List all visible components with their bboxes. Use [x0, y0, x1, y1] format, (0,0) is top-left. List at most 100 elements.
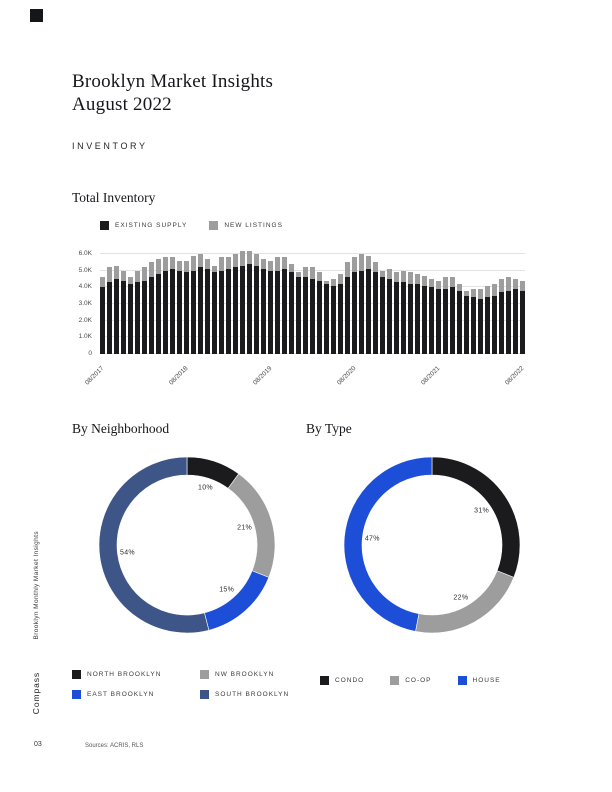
bar-segment-new-listings — [471, 289, 476, 298]
stacked-bar — [471, 289, 476, 354]
bar-segment-existing-supply — [492, 295, 497, 354]
legend-label: SOUTH BROOKLYN — [215, 691, 290, 698]
bar-segment-existing-supply — [191, 270, 196, 354]
neighborhood-legend: NORTH BROOKLYN NW BROOKLYN EAST BROOKLYN SO… — [72, 670, 350, 699]
legend-label: EXISTING SUPPLY — [115, 222, 188, 229]
stacked-bar — [422, 275, 427, 354]
bar-segment-new-listings — [156, 259, 161, 274]
gridline — [100, 253, 525, 254]
legend-label: NW BROOKLYN — [215, 671, 275, 678]
bar-chart-legend: EXISTING SUPPLY NEW LISTINGS — [100, 221, 283, 230]
bar-segment-existing-supply — [352, 272, 357, 354]
stacked-bar — [191, 255, 196, 354]
by-neighborhood-title: By Neighborhood — [72, 421, 170, 436]
stacked-bar — [408, 272, 413, 354]
donut-percent-label: 54% — [120, 549, 135, 556]
stacked-bar — [310, 267, 315, 354]
stacked-bar — [212, 265, 217, 354]
bar-segment-new-listings — [268, 260, 273, 271]
stacked-bar — [163, 257, 168, 354]
bar-segment-existing-supply — [324, 284, 329, 354]
legend-swatch-icon — [72, 690, 81, 699]
bar-segment-new-listings — [296, 272, 301, 278]
stacked-bar — [485, 285, 490, 354]
stacked-bar — [100, 277, 105, 354]
bar-segment-existing-supply — [240, 265, 245, 354]
bar-segment-new-listings — [324, 280, 329, 284]
bar-segment-new-listings — [163, 257, 168, 271]
bar-segment-new-listings — [429, 279, 434, 288]
bar-segment-existing-supply — [212, 272, 217, 354]
bar-segment-new-listings — [401, 270, 406, 283]
bar-segment-existing-supply — [114, 279, 119, 354]
bar-segment-new-listings — [422, 275, 427, 286]
stacked-bar — [219, 257, 224, 354]
bar-segment-new-listings — [226, 257, 231, 269]
bar-segment-new-listings — [254, 254, 259, 266]
bar-segment-existing-supply — [485, 297, 490, 354]
stacked-bar — [478, 289, 483, 354]
legend-swatch-icon — [320, 676, 329, 685]
bar-segment-new-listings — [394, 272, 399, 283]
legend-item: EXISTING SUPPLY — [100, 221, 187, 230]
bar-segment-existing-supply — [401, 282, 406, 354]
stacked-bar — [499, 279, 504, 354]
stacked-bar — [443, 277, 448, 354]
bar-segment-existing-supply — [247, 264, 252, 354]
stacked-bar — [324, 280, 329, 354]
stacked-bar — [282, 257, 287, 354]
stacked-bar — [289, 264, 294, 354]
bar-segment-existing-supply — [450, 287, 455, 354]
bar-segment-existing-supply — [331, 285, 336, 354]
type-donut-chart: 31% 22% 47% — [339, 452, 525, 638]
bar-segment-new-listings — [380, 270, 385, 278]
bar-segment-existing-supply — [471, 297, 476, 354]
legend-label: CONDO — [335, 677, 365, 684]
stacked-bar — [149, 262, 154, 354]
page-title-line1: Brooklyn Market Insights — [72, 71, 274, 92]
bar-segment-existing-supply — [184, 272, 189, 354]
page-title: Brooklyn Market Insights August 2022 — [72, 70, 273, 116]
bar-segment-existing-supply — [443, 289, 448, 354]
bar-segment-existing-supply — [303, 277, 308, 354]
bar-segment-new-listings — [282, 257, 287, 269]
bar-segment-new-listings — [303, 267, 308, 278]
bar-segment-new-listings — [499, 279, 504, 293]
donut-segment — [204, 570, 270, 631]
stacked-bar — [338, 274, 343, 354]
stacked-bar — [331, 279, 336, 354]
stacked-bar — [520, 280, 525, 354]
legend-swatch-icon — [200, 690, 209, 699]
stacked-bar — [506, 277, 511, 354]
bar-segment-new-listings — [345, 262, 350, 278]
stacked-bar — [254, 254, 259, 354]
bar-segment-existing-supply — [380, 277, 385, 354]
bar-segment-existing-supply — [100, 287, 105, 354]
stacked-bar — [247, 250, 252, 354]
stacked-bar — [275, 257, 280, 354]
stacked-bar — [513, 279, 518, 354]
x-tick-label: 08/2018 — [167, 365, 189, 387]
stacked-bar — [492, 284, 497, 354]
bar-segment-new-listings — [373, 262, 378, 273]
bar-segment-new-listings — [121, 270, 126, 281]
stacked-bar — [373, 262, 378, 354]
bar-segment-existing-supply — [436, 289, 441, 354]
bar-segment-new-listings — [492, 284, 497, 296]
bar-segment-existing-supply — [359, 270, 364, 354]
bar-segment-new-listings — [387, 269, 392, 279]
bar-segment-existing-supply — [317, 280, 322, 354]
stacked-bar — [198, 254, 203, 354]
page-number: 03 — [34, 741, 42, 748]
bar-segment-new-listings — [114, 265, 119, 279]
bar-segment-new-listings — [261, 259, 266, 269]
stacked-bar — [233, 254, 238, 354]
legend-item: CO-OP — [390, 676, 431, 685]
bar-segment-existing-supply — [163, 270, 168, 354]
donut-segment — [98, 456, 210, 634]
y-tick-label: 2.0K — [78, 316, 92, 324]
bar-segment-new-listings — [457, 284, 462, 291]
bar-segment-existing-supply — [135, 282, 140, 354]
page-title-line2: August 2022 — [72, 94, 172, 115]
legend-item: HOUSE — [457, 676, 501, 685]
